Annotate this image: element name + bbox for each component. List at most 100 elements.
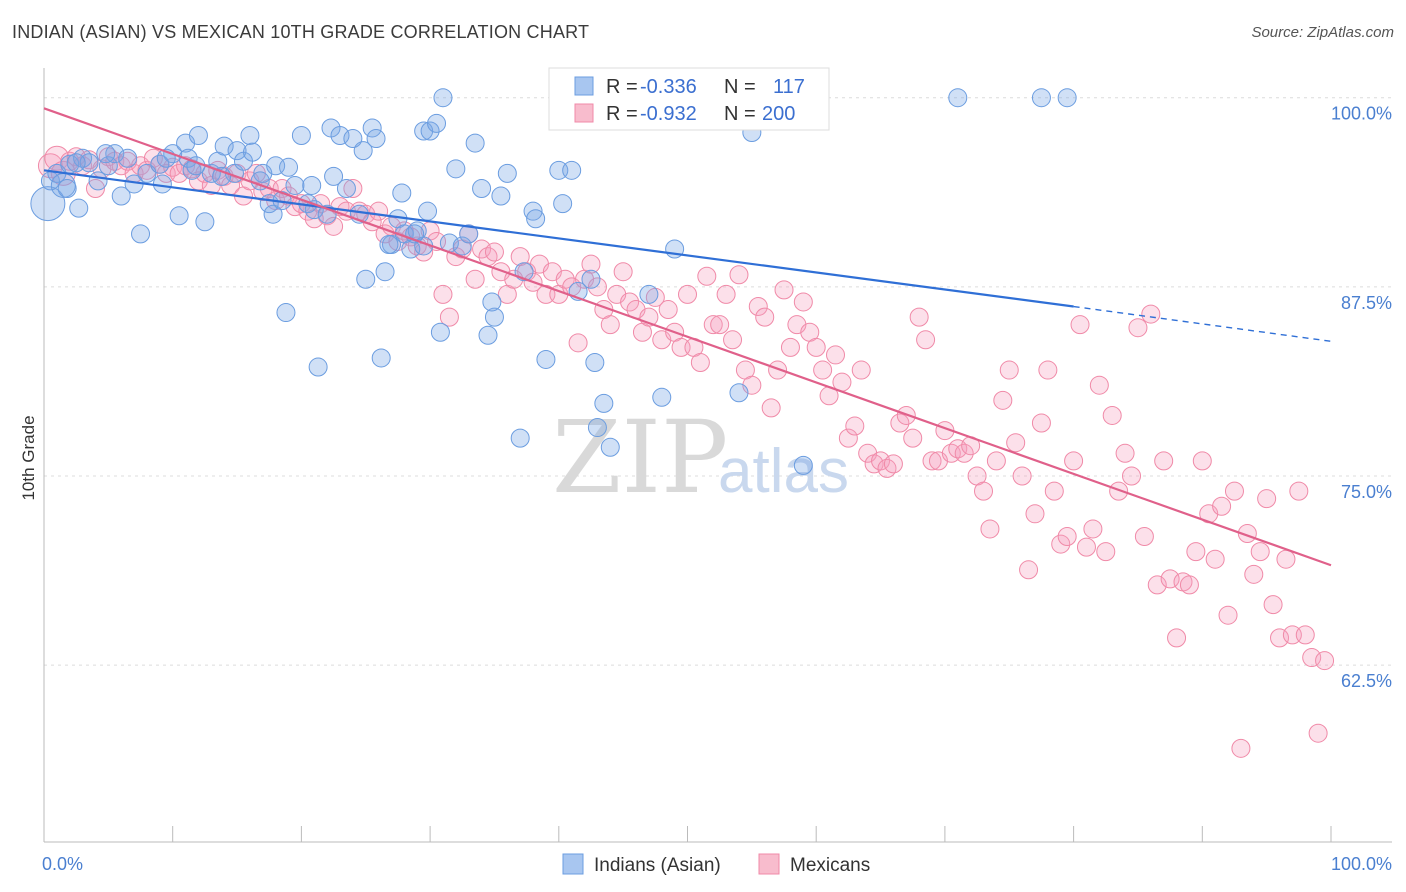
indians-point (375, 262, 395, 282)
mexicans-point (620, 292, 640, 312)
mexicans-point (658, 300, 678, 320)
legend-swatch-mexicans (574, 103, 594, 123)
mexicans-point (343, 178, 363, 198)
indians-point (430, 322, 450, 342)
mexicans-point (1231, 738, 1251, 758)
indians-point (553, 194, 573, 214)
series-legend-label-mexicans: Mexicans (790, 855, 870, 876)
mexicans-point (1147, 575, 1167, 595)
mexicans-point (1186, 542, 1206, 562)
mexicans-point (845, 416, 865, 436)
legend-r-value-2: -0.932 (640, 103, 697, 125)
mexicans-point (587, 277, 607, 297)
indians-point (353, 141, 373, 161)
indians-point (427, 113, 447, 133)
points-layer (30, 88, 1335, 758)
indians-point (497, 163, 517, 183)
indians-point (195, 212, 215, 232)
mexicans-point (555, 269, 575, 289)
indians-point (242, 142, 262, 162)
watermark: ZIP atlas (552, 399, 849, 516)
indians-point (587, 418, 607, 438)
mexicans-point (1154, 451, 1174, 471)
indians-point (452, 236, 472, 256)
mexicans-point (909, 307, 929, 327)
indians-point (291, 126, 311, 146)
indians-point (79, 153, 99, 173)
indians-point (111, 186, 131, 206)
legend-r-label-2: R = (606, 103, 638, 125)
indians-point (343, 129, 363, 149)
y-tick-label: 100.0% (1331, 104, 1392, 124)
mexicans-point (678, 284, 697, 304)
mexicans-point (1263, 595, 1283, 615)
indians-point (379, 234, 399, 254)
indians-trend-line (43, 169, 1074, 308)
mexicans-point (986, 451, 1006, 471)
mexicans-point (1134, 527, 1154, 547)
indians-point (188, 126, 208, 146)
mexicans-point (1083, 519, 1103, 539)
indians-point (484, 307, 504, 327)
y-tick-label: 75.0% (1341, 482, 1392, 502)
legend-swatch-indians (574, 76, 594, 96)
indians-point (793, 455, 813, 475)
indians-point (279, 157, 299, 177)
mexicans-point (883, 454, 903, 474)
indians-point (446, 159, 466, 179)
mexicans-point (806, 337, 826, 357)
mexicans-point (723, 330, 743, 350)
mexicans-point (1205, 549, 1225, 569)
mexicans-point (1179, 575, 1199, 595)
mexicans-point (890, 413, 910, 433)
indians-point (276, 303, 296, 323)
series-legend-swatch-mexicans (758, 853, 780, 875)
indians-point (214, 136, 234, 156)
mexicans-point (980, 519, 1000, 539)
indians-point (118, 148, 138, 168)
legend-r-label-1: R = (606, 76, 638, 98)
mexicans-point (1076, 537, 1096, 557)
mexicans-point (1276, 549, 1296, 569)
mexicans-point (1109, 481, 1129, 501)
indians-point (88, 171, 108, 191)
indians-point (418, 201, 438, 221)
mexicans-point (755, 307, 775, 327)
mexicans-point (916, 330, 936, 350)
indians-point (478, 325, 498, 345)
indians-point (131, 224, 151, 244)
legend-n-label-1: N = (724, 76, 756, 98)
mexicans-point (1096, 542, 1116, 562)
mexicans-point (1057, 527, 1077, 547)
indians-point (263, 204, 283, 224)
mexicans-point (1224, 481, 1244, 501)
mexicans-point (793, 292, 813, 312)
chart-source: Source: ZipAtlas.com (1251, 24, 1394, 41)
indians-point (510, 428, 530, 448)
mexicans-point (851, 360, 871, 380)
x-tick-label: 100.0% (1331, 854, 1392, 874)
indians-point (66, 153, 86, 173)
indians-point (491, 186, 511, 206)
indians-point (433, 88, 453, 108)
mexicans-point (748, 297, 768, 317)
series-legend-swatch-indians (562, 853, 584, 875)
mexicans-point (1141, 304, 1161, 324)
x-tick-label: 0.0% (42, 854, 83, 874)
mexicans-point (993, 390, 1013, 410)
legend-n-label-2: N = (724, 103, 756, 125)
indians-point (98, 156, 118, 176)
mexicans-point (1031, 413, 1051, 433)
mexicans-point (581, 254, 601, 274)
mexicans-point (169, 163, 189, 183)
mexicans-point (85, 178, 105, 198)
indians-point (420, 121, 440, 141)
watermark-zip: ZIP (552, 399, 728, 516)
mexicans-point (1038, 360, 1058, 380)
indians-point (482, 292, 502, 312)
mexicans-point (1167, 628, 1187, 648)
watermark-atlas: atlas (718, 437, 849, 506)
mexicans-point (768, 360, 788, 380)
series-legend-label-indians: Indians (Asian) (594, 855, 721, 876)
